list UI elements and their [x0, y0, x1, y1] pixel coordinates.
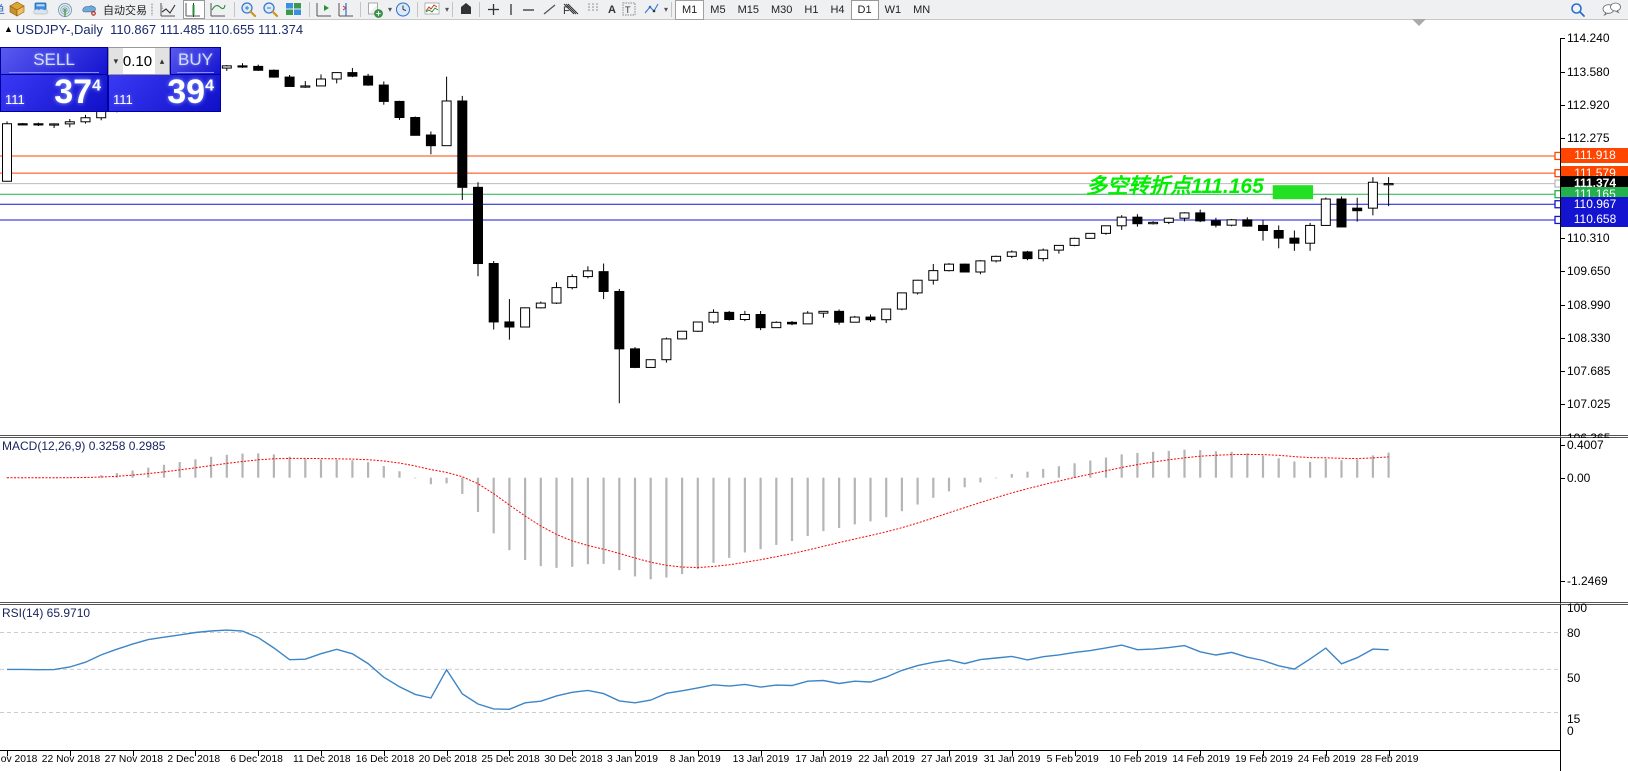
svg-text:T: T — [625, 5, 631, 15]
svg-text:↓: ↓ — [161, 5, 164, 11]
